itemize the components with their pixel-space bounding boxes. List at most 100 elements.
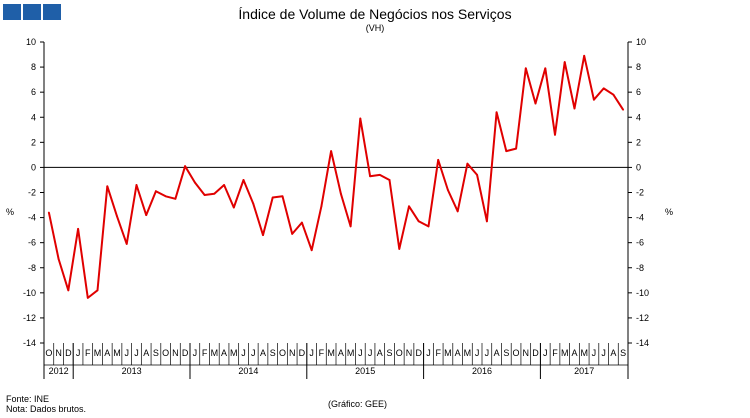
data-point: [388, 179, 391, 181]
x-month-label: J: [124, 348, 129, 358]
x-month-label: J: [592, 348, 597, 358]
data-point: [583, 54, 586, 57]
x-month-label: A: [494, 348, 500, 358]
y-tick-label-left: 6: [31, 87, 36, 97]
data-point: [57, 258, 60, 260]
y-tick-label-right: -2: [636, 188, 644, 198]
credit-text: (Gráfico: GEE): [328, 399, 388, 409]
x-month-label: D: [182, 348, 189, 358]
y-tick-label-right: -4: [636, 213, 644, 223]
x-month-label: A: [260, 348, 266, 358]
data-point: [554, 133, 556, 136]
logo-block-3: [43, 4, 61, 20]
x-month-label: A: [377, 348, 383, 358]
x-month-label: N: [523, 348, 530, 358]
x-month-label: M: [211, 348, 219, 358]
data-point: [242, 179, 245, 181]
x-month-label: O: [279, 348, 286, 358]
y-tick-label-left: 0: [31, 162, 36, 172]
data-point: [398, 248, 401, 250]
x-month-label: A: [455, 348, 461, 358]
data-point: [86, 296, 89, 299]
x-year-label: 2015: [355, 366, 375, 376]
x-month-label: D: [299, 348, 306, 358]
data-point: [301, 221, 303, 224]
data-point: [116, 215, 118, 218]
data-point: [232, 206, 235, 209]
x-month-label: F: [552, 348, 558, 358]
y-tick-label-right: -8: [636, 263, 644, 273]
data-point: [310, 249, 313, 252]
data-point: [515, 147, 517, 150]
data-point: [534, 102, 537, 105]
data-point: [145, 214, 148, 216]
x-month-label: M: [580, 348, 588, 358]
y-tick-label-left: -4: [28, 213, 36, 223]
x-month-label: S: [387, 348, 393, 358]
data-point: [203, 194, 206, 196]
data-point: [339, 192, 342, 195]
data-point: [135, 184, 138, 186]
x-year-label: 2012: [49, 366, 69, 376]
x-month-label: O: [396, 348, 403, 358]
y-tick-label-right: -10: [636, 288, 649, 298]
data-point: [96, 289, 99, 292]
data-point: [378, 174, 381, 176]
data-point: [417, 220, 420, 223]
data-point: [622, 108, 625, 111]
x-month-label: J: [601, 348, 606, 358]
y-tick-label-left: -2: [28, 188, 36, 198]
x-month-label: J: [193, 348, 198, 358]
data-point: [593, 98, 595, 101]
x-year-label: 2013: [122, 366, 142, 376]
x-month-label: N: [172, 348, 179, 358]
y-axis-label-left: %: [6, 207, 14, 217]
data-point: [67, 289, 70, 292]
data-point: [359, 117, 362, 120]
data-point: [573, 107, 576, 110]
data-point: [330, 150, 333, 153]
data-point: [155, 190, 157, 193]
data-point: [213, 192, 216, 195]
data-point: [106, 185, 109, 188]
x-month-label: M: [327, 348, 335, 358]
data-point: [563, 61, 566, 63]
chart-title: Índice de Volume de Negócios nos Serviço…: [238, 6, 512, 22]
x-month-label: J: [475, 348, 480, 358]
x-month-label: N: [55, 348, 62, 358]
chart-subtitle: (VH): [365, 23, 385, 33]
x-month-label: J: [134, 348, 139, 358]
y-tick-label-left: -8: [28, 263, 36, 273]
x-month-label: A: [571, 348, 577, 358]
x-month-label: J: [368, 348, 373, 358]
x-month-label: M: [347, 348, 355, 358]
x-month-label: M: [464, 348, 472, 358]
x-month-label: F: [202, 348, 208, 358]
data-point: [602, 87, 605, 90]
y-tick-label-left: -10: [23, 288, 36, 298]
data-point: [495, 111, 498, 114]
source-text: Fonte: INE: [6, 394, 50, 404]
x-month-label: A: [143, 348, 149, 358]
x-month-label: S: [620, 348, 626, 358]
x-month-label: O: [513, 348, 520, 358]
y-tick-label-left: -12: [23, 313, 36, 323]
y-axis-label-right: %: [665, 207, 673, 217]
y-tick-label-right: 4: [636, 112, 641, 122]
x-month-label: M: [113, 348, 121, 358]
data-point: [193, 181, 196, 184]
data-point: [476, 174, 479, 176]
x-month-label: M: [444, 348, 452, 358]
x-month-label: J: [76, 348, 81, 358]
x-month-label: S: [503, 348, 509, 358]
x-month-label: A: [104, 348, 110, 358]
data-point: [437, 158, 440, 161]
data-point: [466, 162, 469, 165]
data-point: [252, 202, 255, 205]
x-month-label: J: [485, 348, 490, 358]
x-month-label: J: [309, 348, 314, 358]
y-tick-label-left: -6: [28, 238, 36, 248]
data-point: [427, 225, 430, 228]
x-month-label: J: [543, 348, 548, 358]
x-month-label: J: [251, 348, 256, 358]
